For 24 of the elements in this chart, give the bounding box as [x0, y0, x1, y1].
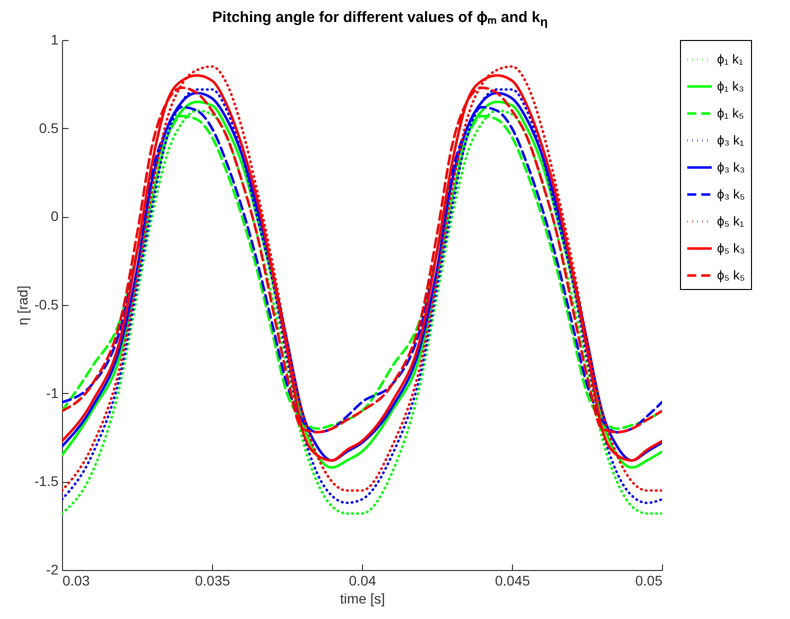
legend-label: ϕ₃ k₅ [717, 186, 745, 202]
x-tick-label: 0.045 [494, 572, 530, 588]
legend-label: ϕ₁ k₅ [717, 106, 744, 120]
y-tick-label: 0 [50, 208, 59, 224]
legend-label: ϕ₃ k₃ [717, 160, 745, 174]
legend-label: ϕ₅ k₅ [717, 268, 745, 282]
y-axis-title: η [rad] [14, 286, 30, 326]
chart-title: Pitching angle for different values of ϕₘ and k$_{η}$ [211, 8, 549, 29]
x-tick-label: 0.04 [348, 572, 376, 588]
y-tick-label: 1 [50, 32, 59, 48]
x-tick-label: 0.035 [194, 572, 230, 588]
y-tick-label: -1 [46, 384, 59, 401]
legend-label: ϕ₁ k₁ [717, 52, 744, 66]
x-tick-label: 0.05 [635, 572, 663, 588]
y-tick-label: -0.5 [34, 296, 59, 312]
x-axis-title: time [s] [340, 590, 386, 606]
x-tick-label: 0.03 [62, 572, 90, 588]
legend-label: ϕ₅ k₃ [717, 240, 745, 256]
y-tick-label: -2 [46, 562, 59, 578]
y-tick-label: -1.5 [34, 473, 59, 490]
y-tick-label: 0.5 [39, 120, 59, 136]
legend-label: ϕ₃ k₁ [717, 132, 745, 148]
legend-label: ϕ₅ k₁ [717, 214, 745, 228]
legend-label: ϕ₁ k₃ [717, 78, 744, 94]
